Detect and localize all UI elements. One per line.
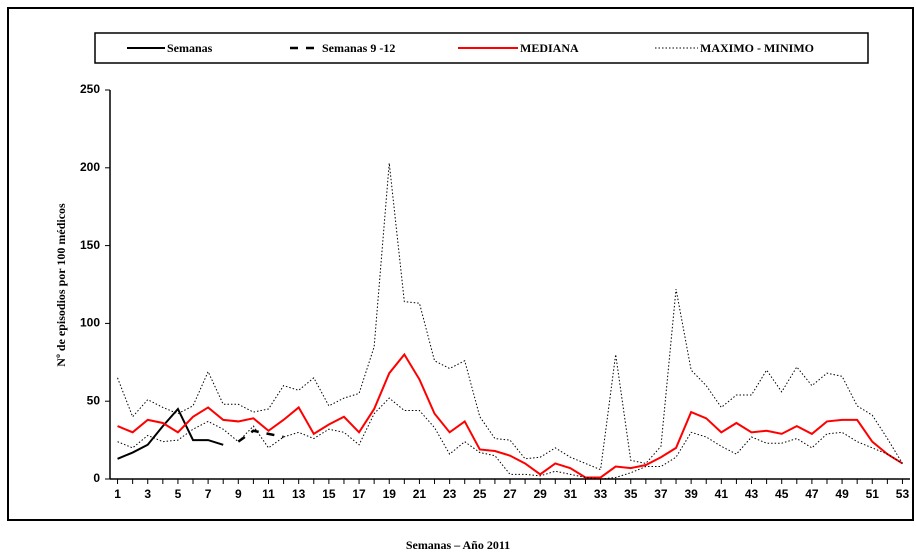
x-tick-label: 1 [114, 487, 121, 501]
x-axis-title: Semanas – Año 2011 [406, 538, 510, 552]
chart-border [7, 7, 914, 521]
x-tick-label: 7 [205, 487, 212, 501]
x-tick-label: 35 [624, 487, 638, 501]
x-tick-label: 41 [715, 487, 729, 501]
legend-label: MAXIMO - MINIMO [700, 41, 814, 55]
y-tick-label: 50 [87, 393, 101, 407]
x-tick-label: 9 [235, 487, 242, 501]
y-tick-label: 200 [80, 160, 100, 174]
x-tick-label: 47 [805, 487, 819, 501]
x-tick-label: 33 [594, 487, 608, 501]
y-tick-label: 250 [80, 82, 100, 96]
x-tick-label: 17 [352, 487, 366, 501]
x-tick-label: 15 [322, 487, 336, 501]
legend-label: Semanas 9 -12 [322, 41, 395, 55]
x-tick-label: 39 [684, 487, 698, 501]
x-tick-label: 45 [775, 487, 789, 501]
legend-box [94, 32, 869, 64]
y-tick-label: 0 [93, 471, 100, 485]
y-tick-label: 150 [80, 238, 100, 252]
x-tick-label: 21 [413, 487, 427, 501]
series-line-values [237, 429, 284, 443]
x-tick-label: 53 [896, 487, 910, 501]
y-axis-title: Nº de episodios por 100 médicos [54, 203, 68, 367]
x-tick-label: 5 [175, 487, 182, 501]
legend-label: Semanas [167, 41, 213, 55]
x-tick-label: 13 [292, 487, 306, 501]
x-tick-label: 31 [564, 487, 578, 501]
series-line-values [117, 407, 224, 460]
series-line-high [117, 163, 903, 471]
legend-label: MEDIANA [520, 41, 579, 55]
x-tick-label: 3 [144, 487, 151, 501]
x-tick-label: 19 [383, 487, 397, 501]
x-tick-label: 29 [534, 487, 548, 501]
y-tick-label: 100 [80, 316, 100, 330]
x-tick-label: 51 [866, 487, 880, 501]
legend: Semanas Semanas 9 -12 MEDIANA MAXIMO - MINI… [127, 41, 814, 55]
series-line-values [117, 352, 903, 479]
x-tick-label: 25 [473, 487, 487, 501]
x-tick-label: 43 [745, 487, 759, 501]
x-tick-label: 11 [262, 487, 275, 501]
x-tick-label: 27 [503, 487, 517, 501]
x-tick-label: 23 [443, 487, 457, 501]
series-line-low [117, 397, 903, 480]
x-tick-label: 49 [835, 487, 849, 501]
x-tick-label: 37 [654, 487, 668, 501]
